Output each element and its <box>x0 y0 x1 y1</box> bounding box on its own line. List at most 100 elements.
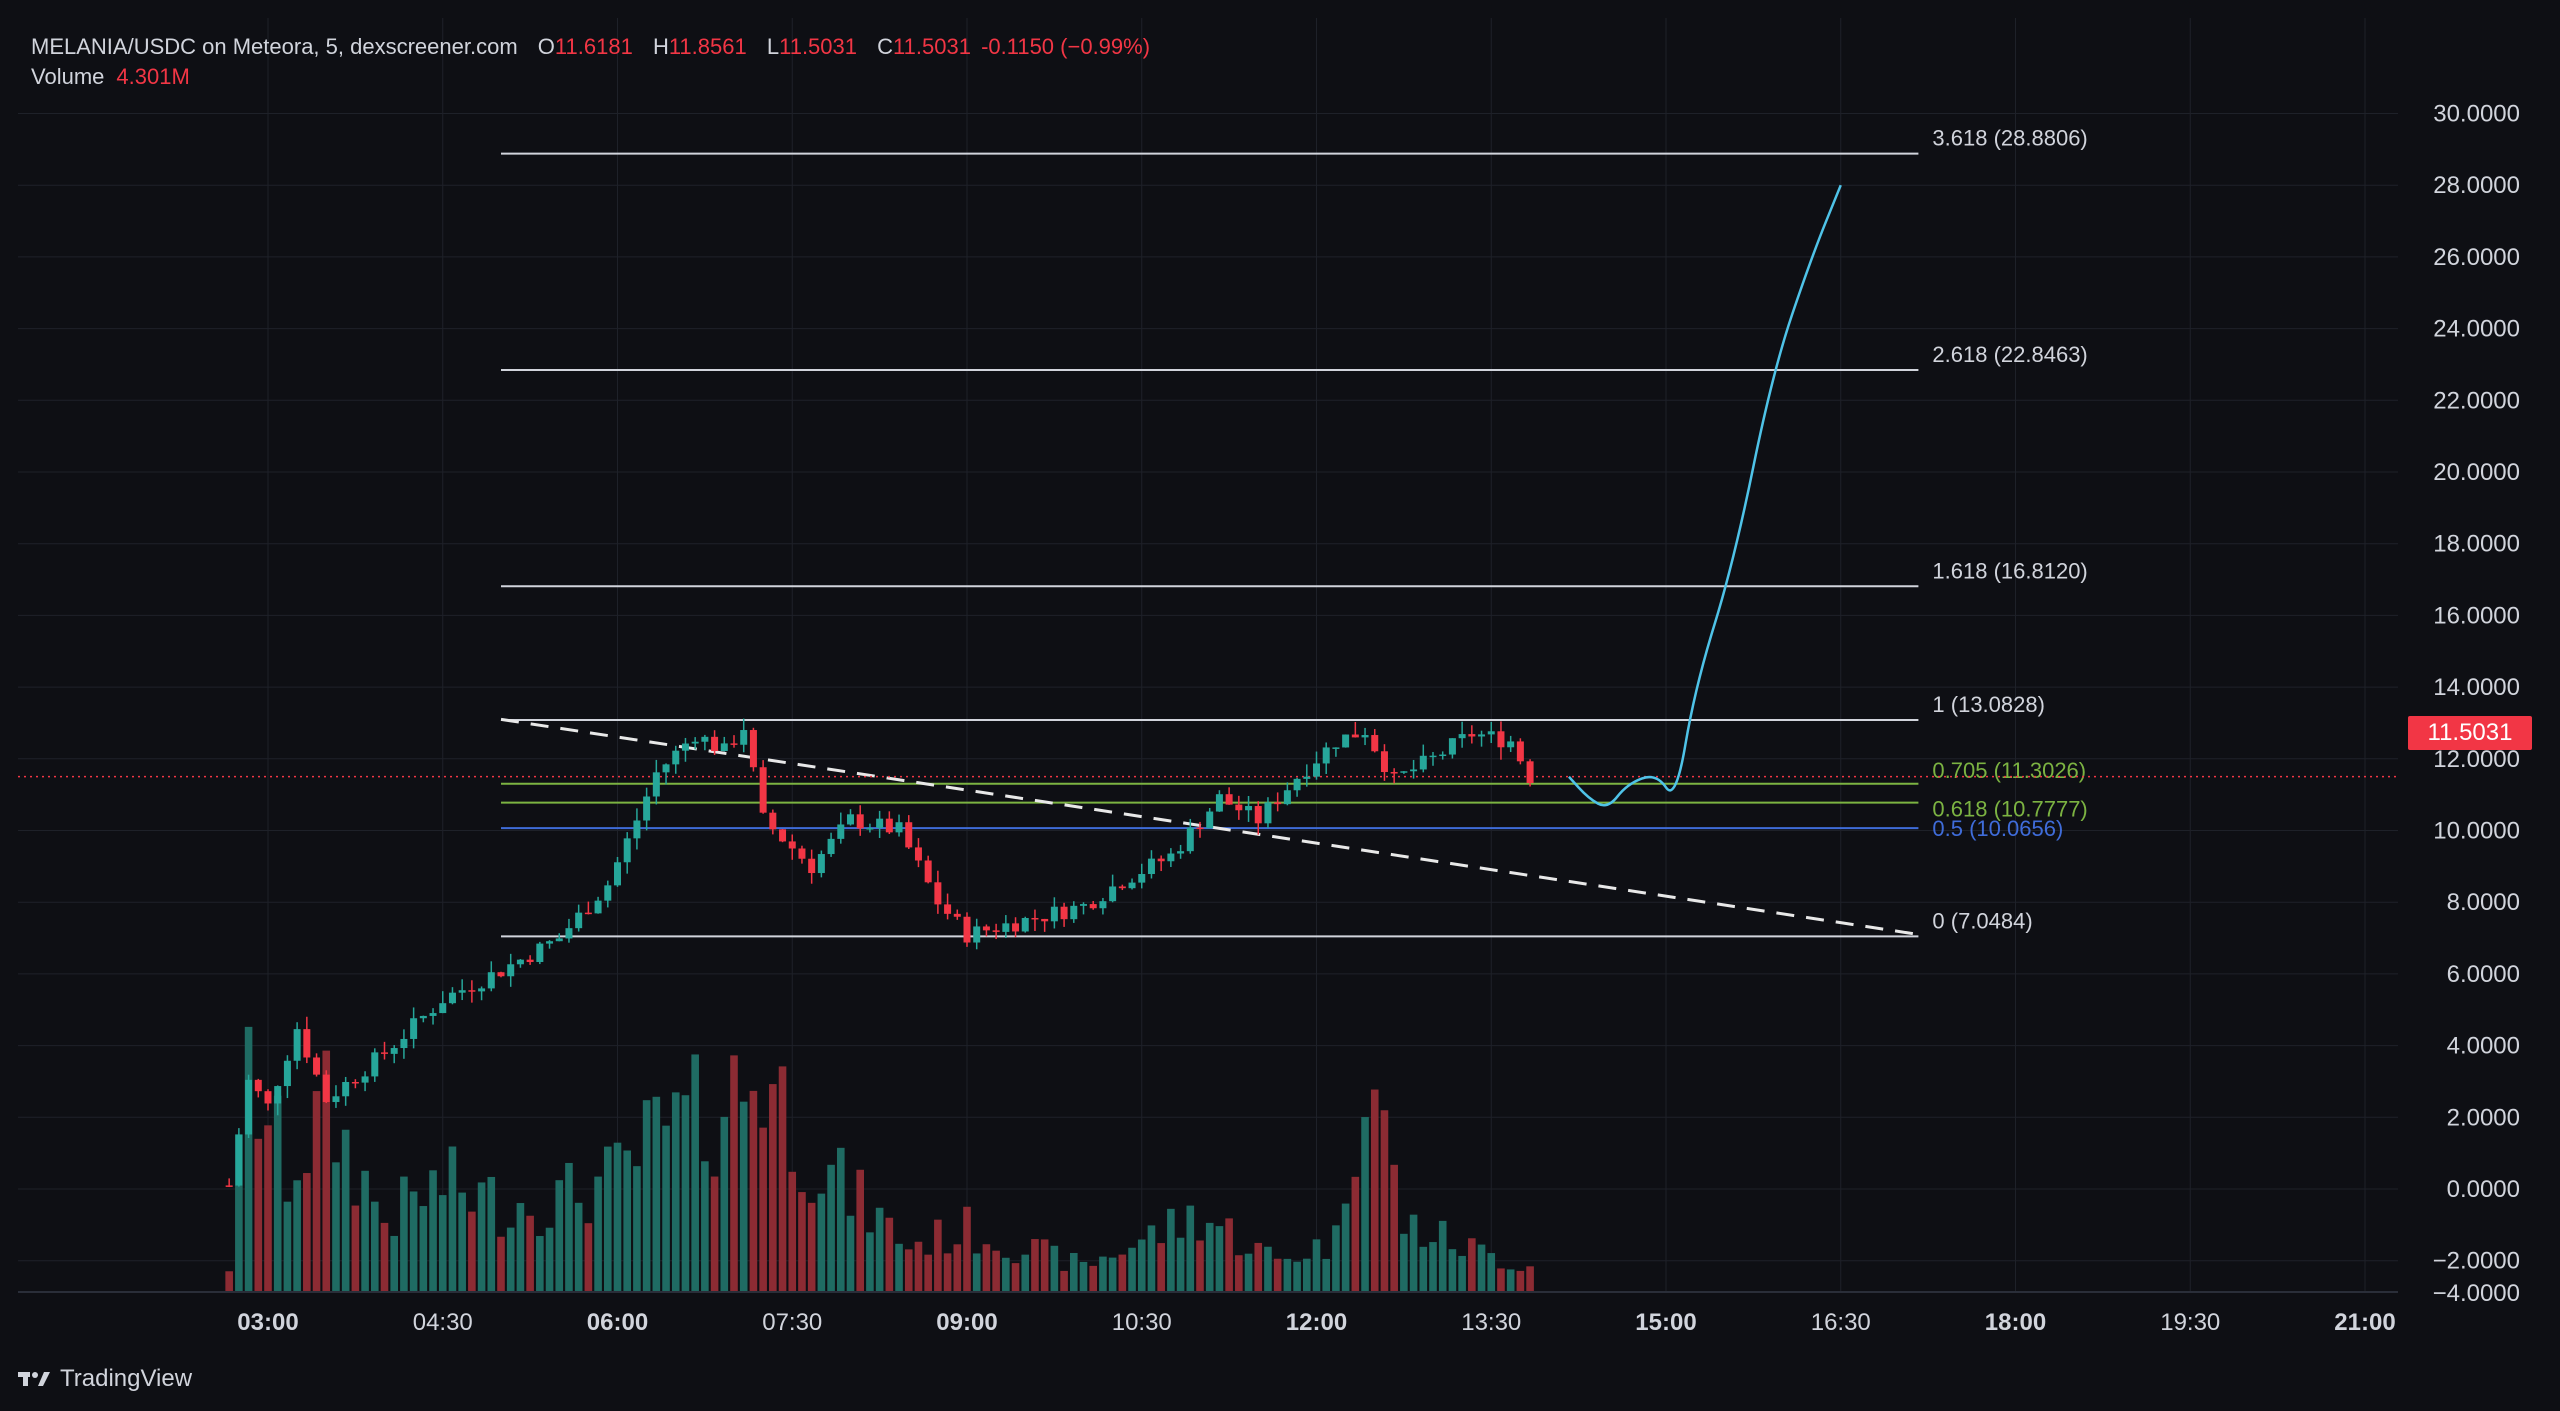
volume-bar <box>1264 1246 1272 1292</box>
candle-body <box>740 730 748 745</box>
candles <box>225 718 1534 1188</box>
candle-body <box>313 1057 321 1075</box>
volume-bar <box>778 1066 787 1292</box>
projection-curve[interactable] <box>1567 184 1842 807</box>
volume-bar <box>1235 1255 1243 1292</box>
volume-bar <box>448 1146 457 1292</box>
volume-bar <box>1400 1233 1408 1292</box>
volume-bar <box>584 1223 593 1292</box>
volume-bar <box>1438 1220 1447 1292</box>
volume-bar <box>1040 1239 1049 1292</box>
y-tick-label: 8.0000 <box>2447 889 2520 916</box>
volume-bar <box>895 1243 903 1292</box>
volume-bar <box>866 1232 874 1292</box>
volume-bar <box>536 1236 544 1292</box>
volume-bar <box>885 1217 894 1292</box>
candle-body <box>458 990 466 993</box>
candle-body <box>1342 734 1350 748</box>
candle-body <box>1283 790 1291 805</box>
candle-body <box>944 904 952 914</box>
candle-body <box>478 988 486 992</box>
y-tick-label: 2.0000 <box>2447 1104 2520 1131</box>
candle-body <box>711 736 719 752</box>
x-tick-label: 13:30 <box>1461 1309 1521 1336</box>
candle-body <box>390 1048 398 1054</box>
candle-body <box>1225 794 1233 805</box>
current-price-tag: 11.5031 <box>2408 716 2532 750</box>
volume-bar <box>303 1173 311 1292</box>
candle-body <box>1371 735 1379 752</box>
candle-body <box>371 1052 379 1077</box>
volume-bar <box>1361 1117 1369 1292</box>
fib-level-label: 3.618 (28.8806) <box>1932 126 2087 151</box>
y-tick-label: 20.0000 <box>2433 459 2520 486</box>
volume-bar <box>545 1227 554 1292</box>
candle-body <box>1478 734 1486 737</box>
volume-bar <box>769 1084 777 1292</box>
tradingview-brand[interactable]: TradingView <box>18 1365 192 1393</box>
candle-body <box>516 959 524 965</box>
candle-body <box>1215 794 1223 812</box>
volume-bar <box>642 1100 651 1292</box>
y-tick-label: 12.0000 <box>2433 746 2520 773</box>
volume-bar <box>992 1250 1000 1292</box>
projection-path[interactable] <box>1567 184 1842 807</box>
candle-body <box>827 838 835 855</box>
volume-bars <box>225 1026 1534 1292</box>
volume-bar <box>341 1129 350 1292</box>
candle-body <box>691 741 699 744</box>
volume-bar <box>1370 1089 1379 1292</box>
fib-level-label: 0 (7.0484) <box>1932 908 2032 933</box>
fibonacci-levels[interactable]: 3.618 (28.8806) 2.618 (22.8463) 1.618 (16.… <box>501 126 2088 938</box>
volume-bar <box>603 1146 612 1292</box>
candle-body <box>1099 901 1107 909</box>
candle-body <box>254 1079 262 1092</box>
candle-body <box>623 838 631 863</box>
candle-body <box>1128 882 1136 889</box>
volume-bar <box>1186 1205 1195 1292</box>
axes: 30.0000 28.0000 26.0000 24.0000 22.0000 20.00… <box>18 101 2520 1336</box>
volume-bar <box>264 1125 272 1292</box>
x-tick-label: 19:30 <box>2160 1309 2220 1336</box>
y-tick-label: −2.0000 <box>2433 1248 2520 1275</box>
candle-body <box>1410 769 1418 772</box>
y-tick-label: 18.0000 <box>2433 531 2520 558</box>
candle-body <box>1021 917 1029 932</box>
candle-body <box>361 1076 369 1083</box>
candle-body <box>759 767 767 813</box>
candle-body <box>856 814 864 829</box>
candle-body <box>779 829 787 842</box>
ohlc-legend: MELANIA/USDC on Meteora, 5, dexscreener.… <box>31 34 1154 60</box>
fib-level-label: 0.705 (11.3026) <box>1932 758 2086 783</box>
volume-bar <box>671 1092 680 1292</box>
y-tick-label: 30.0000 <box>2433 101 2520 128</box>
volume-bar <box>235 1134 243 1292</box>
trendline[interactable] <box>18 717 2398 936</box>
open-value: 11.6181 <box>554 34 633 59</box>
volume-bar <box>1293 1261 1301 1292</box>
fib-level-label: 0.5 (10.0656) <box>1932 816 2063 841</box>
candle-body <box>1313 763 1320 777</box>
candle-body <box>614 862 621 886</box>
volume-bar <box>390 1235 399 1292</box>
volume-bar <box>1108 1257 1117 1292</box>
volume-bar <box>710 1176 719 1292</box>
candle-body <box>701 736 709 742</box>
candle-body <box>1429 755 1437 758</box>
candle-body <box>1274 802 1282 805</box>
candle-body <box>1177 851 1185 854</box>
y-tick-label: 4.0000 <box>2447 1033 2520 1060</box>
volume-bar <box>730 1055 738 1292</box>
candle-body <box>895 822 903 833</box>
volume-bar <box>565 1162 573 1292</box>
low-label: L <box>766 34 780 59</box>
volume-bar <box>1312 1239 1321 1292</box>
volume-bar <box>1225 1218 1233 1292</box>
volume-bar <box>1487 1253 1496 1292</box>
candle-body <box>604 885 612 901</box>
volume-bar <box>982 1244 991 1292</box>
candle-body <box>749 730 757 768</box>
volume-bar <box>1147 1225 1156 1292</box>
